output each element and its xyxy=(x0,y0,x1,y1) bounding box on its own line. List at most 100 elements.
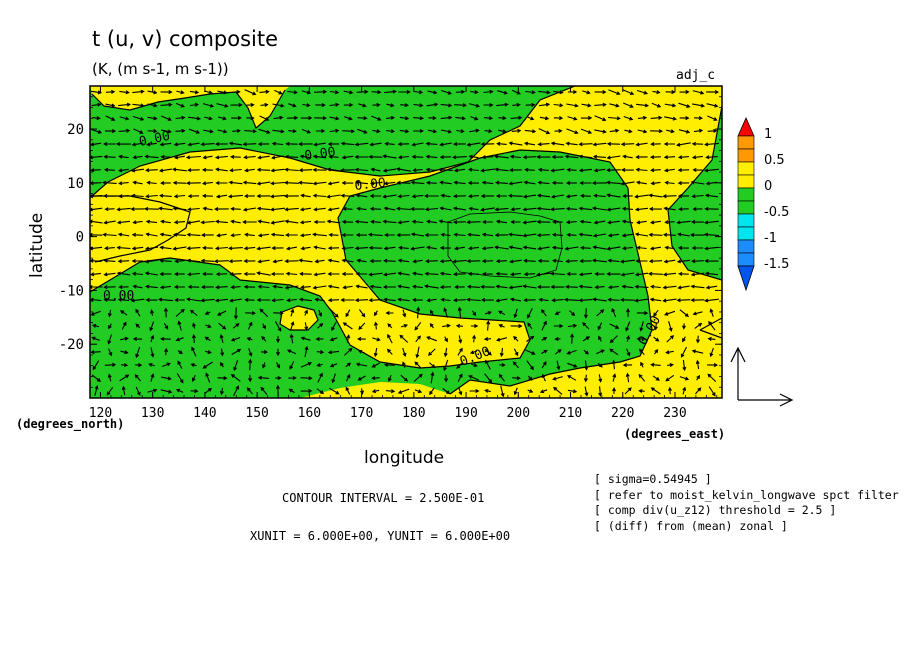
wind-vector xyxy=(486,320,491,331)
wind-vector xyxy=(161,129,172,134)
wind-vector xyxy=(258,128,271,134)
wind-vector xyxy=(458,387,463,396)
wind-vector xyxy=(163,322,169,330)
wind-vector xyxy=(191,346,197,357)
colorbar-segment xyxy=(737,148,755,163)
wind-vector xyxy=(384,141,395,146)
wind-vector xyxy=(411,219,424,224)
wind-vector xyxy=(343,102,354,107)
wind-vector xyxy=(443,347,448,358)
wind-vector xyxy=(107,309,112,318)
wind-vector xyxy=(383,246,396,251)
wind-vector xyxy=(467,271,480,276)
wind-vector xyxy=(216,233,227,238)
wind-vector xyxy=(285,141,298,146)
wind-vector xyxy=(369,142,382,147)
wind-vector xyxy=(567,90,578,94)
wind-vector xyxy=(594,285,605,290)
wind-vector xyxy=(328,232,339,237)
wind-vector xyxy=(537,284,550,289)
wind-vector xyxy=(190,363,197,367)
wind-vector xyxy=(550,141,565,146)
wind-vector xyxy=(468,103,481,108)
wind-vector xyxy=(300,336,311,341)
wind-vector xyxy=(541,336,548,341)
wind-vector xyxy=(201,181,213,186)
wind-vector xyxy=(313,245,326,250)
wind-vector xyxy=(578,284,593,289)
wind-vector xyxy=(415,335,422,343)
wind-vector xyxy=(594,90,607,95)
colorbar-min-triangle xyxy=(737,265,755,292)
wind-vector xyxy=(499,347,504,358)
wind-vector xyxy=(691,103,706,108)
chart-title: t (u, v) composite xyxy=(92,27,278,51)
wind-vector xyxy=(243,155,256,160)
x-unit-label: (degrees_east) xyxy=(624,427,725,442)
wind-vector xyxy=(650,115,663,120)
wind-vector xyxy=(706,90,720,95)
wind-vector xyxy=(664,180,675,185)
wind-vector xyxy=(566,128,579,135)
wind-vector xyxy=(120,350,129,355)
wind-vector xyxy=(668,321,673,332)
wind-vector xyxy=(175,115,186,120)
wind-vector xyxy=(374,310,378,317)
wind-vector xyxy=(625,348,631,357)
wind-vector xyxy=(116,245,131,250)
wind-vector xyxy=(275,384,280,397)
wind-vector xyxy=(556,360,561,371)
wind-vector xyxy=(132,103,145,108)
wind-vector xyxy=(452,155,467,160)
wind-vector xyxy=(634,232,649,237)
wind-vector xyxy=(248,374,253,383)
wind-vector xyxy=(624,387,632,395)
wind-vector xyxy=(650,362,661,367)
wind-vector xyxy=(500,385,505,398)
wind-vector xyxy=(707,128,718,133)
wind-vector xyxy=(454,103,467,108)
wind-vector xyxy=(426,336,437,342)
wind-vector xyxy=(368,272,383,277)
wind-vector xyxy=(344,347,353,356)
wind-vector xyxy=(228,259,243,264)
wind-vector xyxy=(185,155,202,160)
wind-vector xyxy=(440,193,451,198)
wind-vector xyxy=(522,207,537,212)
wind-vector xyxy=(131,259,144,263)
wind-vector xyxy=(215,181,228,185)
wind-vector xyxy=(583,308,588,319)
x-tick-label: 180 xyxy=(402,406,425,421)
wind-vector xyxy=(204,387,213,394)
wind-vector xyxy=(471,310,477,317)
wind-vector xyxy=(707,115,718,121)
wind-vector xyxy=(566,349,577,355)
wind-vector xyxy=(345,309,351,318)
wind-vector xyxy=(424,271,439,276)
wind-vector xyxy=(219,387,224,396)
wind-vector xyxy=(270,232,285,237)
wind-vector xyxy=(103,193,116,198)
wind-vector xyxy=(149,321,155,332)
wind-vector xyxy=(663,168,675,173)
wind-vector xyxy=(411,154,424,159)
wind-vector xyxy=(159,142,172,147)
wind-vector xyxy=(639,321,644,332)
wind-vector xyxy=(312,167,327,172)
reference-vector xyxy=(730,346,794,407)
colorbar-segment xyxy=(737,239,755,254)
wind-vector xyxy=(509,154,522,159)
wind-vector xyxy=(158,206,173,211)
wind-vector xyxy=(102,180,117,185)
wind-vector xyxy=(495,194,507,198)
wind-vector xyxy=(637,129,648,134)
wind-vector xyxy=(220,348,225,357)
wind-vector xyxy=(299,220,312,225)
colorbar-label: 0 xyxy=(764,179,772,194)
wind-vector xyxy=(90,285,103,289)
wind-vector xyxy=(343,90,354,95)
wind-vector xyxy=(257,142,270,147)
wind-vector xyxy=(186,232,201,237)
wind-vector xyxy=(160,102,173,107)
wind-vector xyxy=(327,271,340,276)
